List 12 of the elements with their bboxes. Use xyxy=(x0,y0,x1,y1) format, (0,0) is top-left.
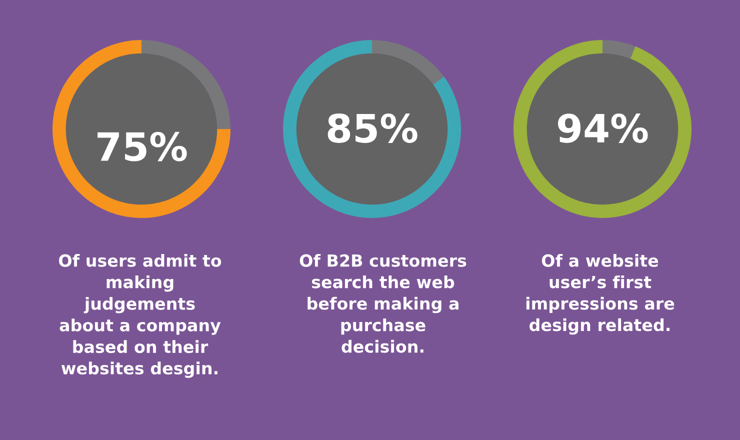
text: Of users admit to making judgements about a company based on their websites desgin. xyxy=(58,254,222,378)
donut-slice xyxy=(514,40,692,218)
donut-slice xyxy=(372,40,444,85)
text: Of a website user’s first impressions are design related. xyxy=(526,254,674,335)
donut-slice xyxy=(142,40,230,129)
data-label: 94% xyxy=(558,114,648,143)
text: Of B2B customers search the web before making a purchase decision. xyxy=(300,254,466,353)
donut-slice xyxy=(52,40,230,218)
data-label: 75% xyxy=(98,132,187,162)
donut-slice xyxy=(283,40,461,218)
donut-slice xyxy=(602,40,636,59)
data-label: 85% xyxy=(328,114,418,143)
